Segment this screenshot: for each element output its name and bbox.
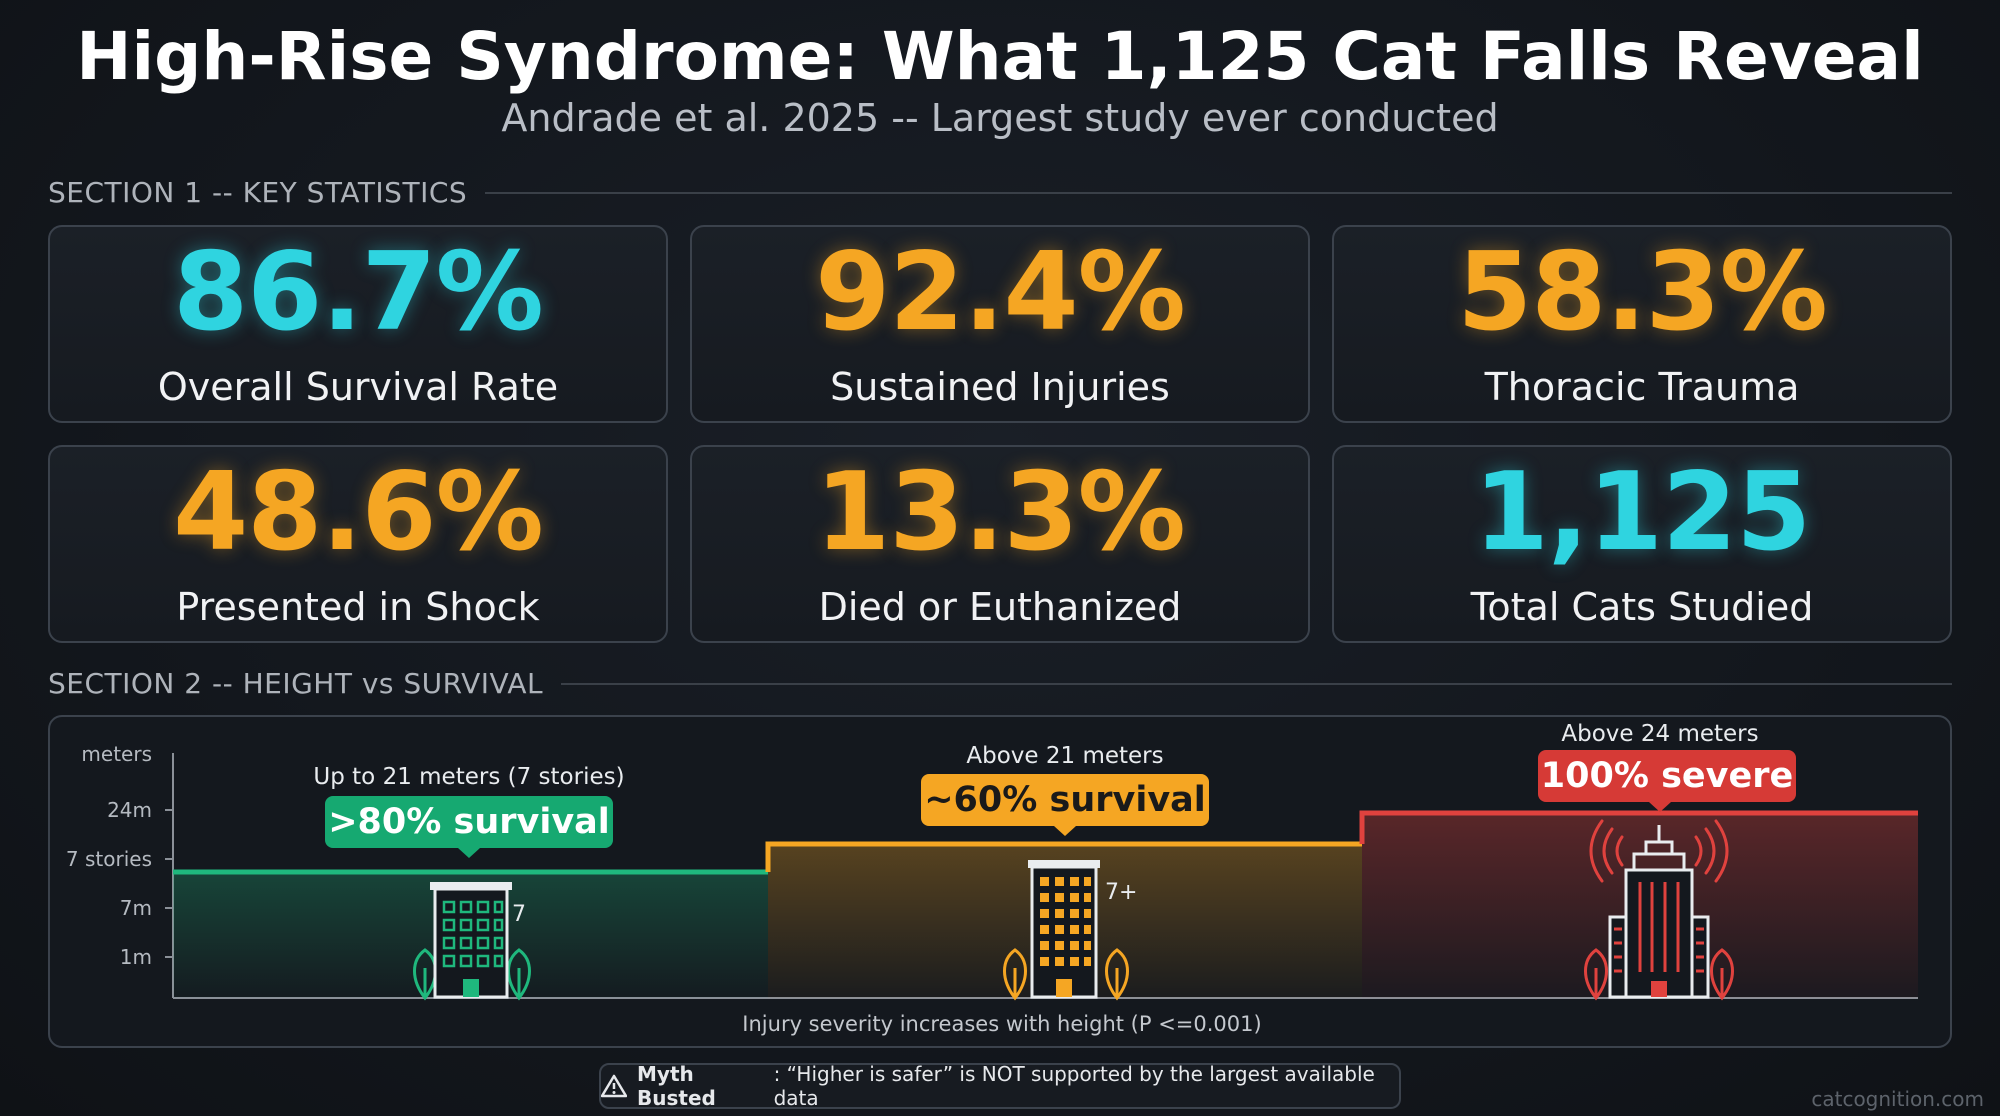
- stat-label: Died or Euthanized: [818, 585, 1182, 629]
- building-floors-label: 7: [512, 902, 526, 927]
- stat-card-thoracic: 58.3% Thoracic Trauma: [1332, 225, 1952, 423]
- y-axis-label: meters: [81, 742, 152, 766]
- height-survival-chart: meters 24m 7 stories 7m 1m 7: [48, 715, 1952, 1048]
- stat-label: Overall Survival Rate: [157, 365, 559, 409]
- section1-divider: [485, 191, 1952, 194]
- warning-icon: [601, 1074, 627, 1098]
- myth-busted-banner: Myth Busted : “Higher is safer” is NOT s…: [599, 1062, 1401, 1110]
- skyscraper-alert-icon: [1584, 819, 1734, 1001]
- section1-heading: SECTION 1 -- KEY STATISTICS: [48, 176, 1952, 209]
- y-tick-label: 7 stories: [66, 847, 152, 871]
- chart-svg: meters 24m 7 stories 7m 1m 7: [66, 721, 1918, 1036]
- stat-label: Presented in Shock: [176, 585, 540, 629]
- chart-footnote: Injury severity increases with height (P…: [742, 1012, 1261, 1036]
- stat-card-total: 1,125 Total Cats Studied: [1332, 445, 1952, 643]
- stat-label: Sustained Injuries: [830, 365, 1170, 409]
- y-tick-label: 1m: [120, 945, 152, 969]
- section2-divider: [561, 682, 1952, 685]
- stat-value: 1,125: [1473, 450, 1812, 575]
- stat-card-survival: 86.7% Overall Survival Rate: [48, 225, 668, 423]
- severity-badge-red: 100% severe: [1538, 750, 1796, 812]
- stat-card-injuries: 92.4% Sustained Injuries: [690, 225, 1310, 423]
- building-tall-icon: [1003, 860, 1129, 1001]
- survival-badge-orange: ~60% survival: [921, 774, 1209, 836]
- stat-value: 86.7%: [173, 230, 544, 355]
- building-short-icon: [413, 882, 531, 1001]
- survival-badge-green: >80% survival: [325, 796, 613, 858]
- myth-text: : “Higher is safer” is NOT supported by …: [773, 1062, 1375, 1110]
- page-subtitle: Andrade et al. 2025 -- Largest study eve…: [501, 96, 1499, 140]
- stat-value: 13.3%: [815, 450, 1186, 575]
- step-line-segment: [765, 841, 1362, 872]
- stat-card-died: 13.3% Died or Euthanized: [690, 445, 1310, 643]
- step-line-segment: [1359, 810, 1918, 844]
- badge-text: 100% severe: [1541, 756, 1793, 796]
- section2-heading-text: SECTION 2 -- HEIGHT vs SURVIVAL: [48, 667, 544, 700]
- badge-text: ~60% survival: [924, 780, 1206, 820]
- stat-value: 92.4%: [815, 230, 1186, 355]
- stat-label: Thoracic Trauma: [1484, 365, 1800, 409]
- segment-range-label: Above 21 meters: [966, 743, 1163, 769]
- segment-range-label: Above 24 meters: [1561, 721, 1758, 747]
- myth-label: Myth Busted: [637, 1062, 716, 1110]
- section1-heading-text: SECTION 1 -- KEY STATISTICS: [48, 176, 468, 209]
- y-tick-label: 7m: [120, 896, 152, 920]
- page-title: High-Rise Syndrome: What 1,125 Cat Falls…: [76, 18, 1924, 95]
- stat-value: 58.3%: [1457, 230, 1828, 355]
- badge-text: >80% survival: [328, 802, 610, 842]
- segment-range-label: Up to 21 meters (7 stories): [313, 764, 624, 790]
- stat-grid: 86.7% Overall Survival Rate 92.4% Sustai…: [48, 225, 1952, 643]
- stat-value: 48.6%: [173, 450, 544, 575]
- section2-heading: SECTION 2 -- HEIGHT vs SURVIVAL: [48, 667, 1952, 700]
- stat-label: Total Cats Studied: [1470, 585, 1814, 629]
- y-ticks: 24m 7 stories 7m 1m: [66, 798, 173, 969]
- stat-card-shock: 48.6% Presented in Shock: [48, 445, 668, 643]
- building-floors-label: 7+: [1105, 880, 1137, 905]
- y-tick-label: 24m: [107, 798, 152, 822]
- watermark: catcognition.com: [1811, 1087, 1984, 1111]
